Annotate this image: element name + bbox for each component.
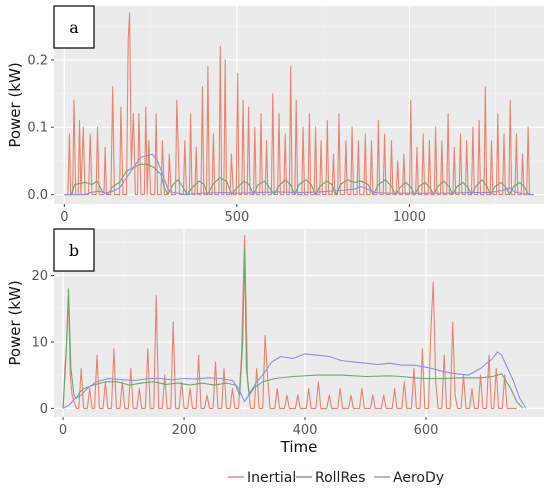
panel-b-tag: b <box>53 228 95 272</box>
panel-b-y-axis-label: Power (kW) <box>6 280 24 365</box>
panel-a-tag-box <box>53 5 95 49</box>
panel-a-tag: a <box>53 5 95 49</box>
panel-a-series-inertial-line <box>64 12 534 196</box>
panel-b-plot-background <box>54 229 544 417</box>
panel-b-y-tick-label: 20 <box>31 269 48 284</box>
legend-label-aerody: AeroDy <box>393 470 444 486</box>
panel-a-x-tick-label: 1000 <box>393 210 426 225</box>
panel-b-series <box>62 235 527 409</box>
panel-b-series-aerody-line <box>62 351 527 409</box>
panel-b-ticks: 0 200 400 600 0 10 20 <box>31 269 438 438</box>
panel-a-series <box>64 12 534 196</box>
panel-b-x-axis-label: Time <box>280 438 318 456</box>
panel-b-x-tick-label: 200 <box>172 423 197 438</box>
legend-item-rollres: RollRes <box>296 470 365 486</box>
panel-a-series-rollres-line <box>64 163 534 196</box>
panel-b-x-tick-label: 0 <box>59 423 67 438</box>
panel-a-y-tick-label: 0.0 <box>27 188 48 203</box>
panel-b-x-tick-label: 400 <box>293 423 318 438</box>
panel-b-tag-box <box>53 228 95 272</box>
panel-a-y-axis-label: Power (kW) <box>6 62 24 147</box>
panel-a-tag-text: a <box>69 18 79 37</box>
panel-b-tag-text: b <box>69 241 79 260</box>
legend: Inertial RollRes AeroDy <box>228 470 444 486</box>
panel-a-x-tick-label: 0 <box>60 210 68 225</box>
legend-item-inertial: Inertial <box>228 470 296 486</box>
panel-a: 0 500 1000 0.0 0.1 0.2 a Power (kW) <box>6 5 544 225</box>
panel-b-series-inertial-line <box>62 235 517 409</box>
panel-b-x-tick-label: 600 <box>414 423 439 438</box>
panel-a-plot-background <box>54 6 544 204</box>
panel-a-x-tick-label: 500 <box>224 210 249 225</box>
panel-a-y-tick-label: 0.2 <box>27 53 48 68</box>
legend-label-inertial: Inertial <box>247 470 296 486</box>
panel-b-y-tick-label: 10 <box>31 335 48 350</box>
panel-b-y-tick-label: 0 <box>40 402 48 417</box>
panel-b: 0 200 400 600 0 10 20 b Power (kW) Time <box>6 228 544 456</box>
panel-a-series-aerody-line <box>64 153 534 196</box>
legend-label-rollres: RollRes <box>315 470 365 486</box>
legend-item-aerody: AeroDy <box>374 470 444 486</box>
panel-b-series-rollres-line <box>62 248 524 409</box>
panel-a-ticks: 0 500 1000 0.0 0.1 0.2 <box>27 53 426 225</box>
panel-a-y-tick-label: 0.1 <box>27 121 48 136</box>
